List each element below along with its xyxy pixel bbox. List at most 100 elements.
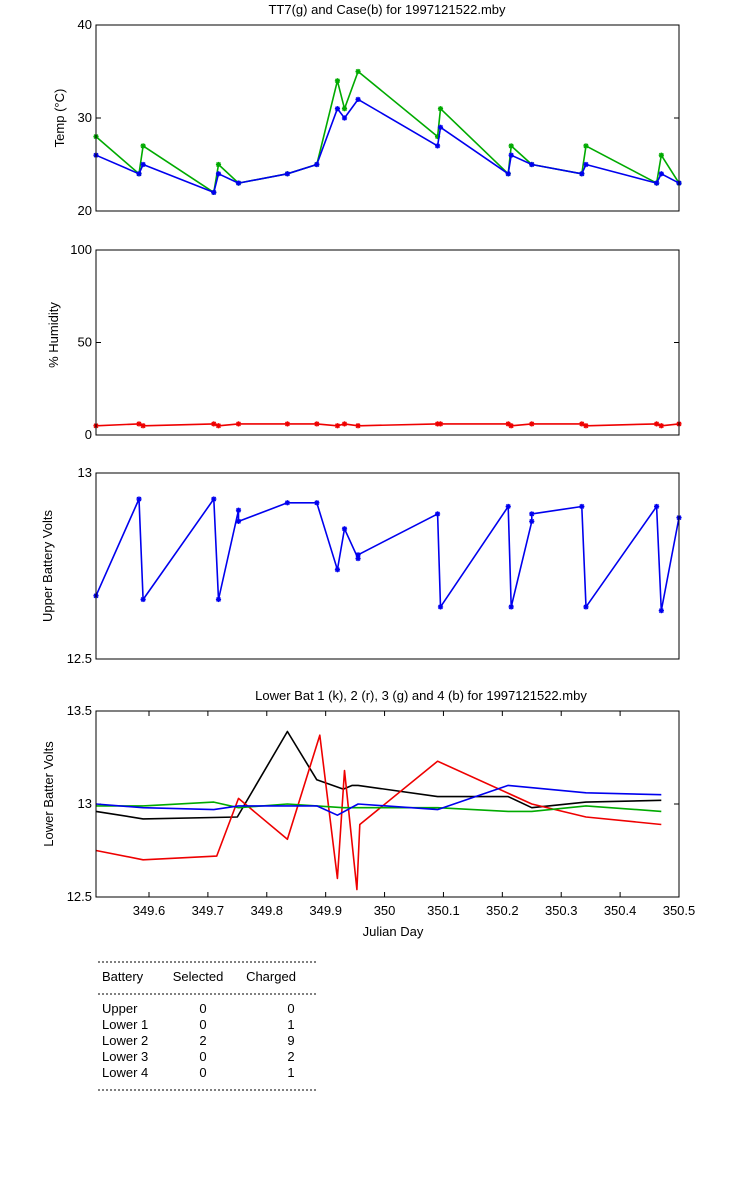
x-tick-label: 349.8 bbox=[251, 903, 284, 918]
table-cell-charged: 9 bbox=[287, 1033, 294, 1048]
data-point-marker bbox=[529, 511, 535, 517]
humidity-ticks: 0 50 100 bbox=[70, 242, 679, 442]
data-point-marker bbox=[355, 96, 361, 102]
data-point-marker bbox=[508, 152, 514, 158]
humidity-plot-frame bbox=[95, 249, 680, 436]
humidity-ylabel: % Humidity bbox=[46, 302, 61, 368]
data-point-marker bbox=[284, 421, 290, 427]
series-line-3 bbox=[95, 784, 662, 817]
data-point-marker bbox=[235, 180, 242, 186]
data-point-marker bbox=[215, 171, 222, 177]
data-point-marker bbox=[583, 423, 589, 429]
data-point-marker bbox=[334, 106, 341, 112]
lower-battery-ticks: 12.5 13 13.5 349.6 349.7 349.8 349.9 350 350.1 35… bbox=[67, 703, 696, 918]
series-line-1 bbox=[95, 98, 680, 194]
table-cell-selected: 0 bbox=[199, 1065, 206, 1080]
data-point-marker bbox=[579, 503, 585, 510]
upper-battery-series bbox=[93, 496, 682, 614]
y-tick-label: 20 bbox=[78, 203, 92, 218]
data-point-marker bbox=[314, 161, 320, 168]
table-cell-battery: Lower 1 bbox=[102, 1017, 148, 1032]
table-cell-charged: 1 bbox=[287, 1065, 294, 1080]
upper-battery-ticks: 12.5 13 bbox=[67, 465, 679, 666]
data-point-marker bbox=[529, 518, 535, 524]
data-point-marker bbox=[334, 423, 341, 429]
data-point-marker bbox=[355, 423, 361, 429]
data-point-marker bbox=[654, 180, 660, 186]
data-point-marker bbox=[341, 526, 348, 532]
humidity-panel: % Humidity 0 50 100 bbox=[46, 242, 682, 442]
y-tick-label: 40 bbox=[78, 17, 92, 32]
data-point-marker bbox=[658, 171, 664, 177]
lower-battery-ylabel: Lower Batter Volts bbox=[41, 741, 56, 847]
data-point-marker bbox=[658, 152, 664, 158]
y-tick-label: 30 bbox=[78, 110, 92, 125]
data-point-marker bbox=[355, 68, 361, 75]
data-point-marker bbox=[136, 171, 142, 177]
data-point-marker bbox=[434, 511, 441, 517]
table-cell-battery: Lower 4 bbox=[102, 1065, 148, 1080]
y-tick-label: 13 bbox=[78, 465, 92, 480]
y-tick-label: 12.5 bbox=[67, 889, 92, 904]
temp-title: TT7(g) and Case(b) for 1997121522.mby bbox=[268, 2, 506, 17]
data-point-marker bbox=[437, 421, 444, 427]
data-point-marker bbox=[140, 423, 146, 429]
table-cell-selected: 0 bbox=[199, 1017, 206, 1032]
data-point-marker bbox=[284, 500, 290, 506]
x-tick-label: 350 bbox=[374, 903, 396, 918]
data-point-marker bbox=[579, 171, 585, 177]
x-tick-label: 350.3 bbox=[545, 903, 578, 918]
data-point-marker bbox=[235, 421, 242, 427]
y-tick-label: 100 bbox=[70, 242, 92, 257]
upper-battery-panel: Upper Battery Volts 12.5 13 bbox=[40, 465, 682, 666]
data-point-marker bbox=[334, 567, 341, 573]
data-point-marker bbox=[583, 161, 589, 168]
data-point-marker bbox=[341, 106, 348, 112]
data-point-marker bbox=[211, 496, 217, 502]
upper-battery-ylabel: Upper Battery Volts bbox=[40, 510, 55, 622]
data-point-marker bbox=[529, 161, 535, 168]
temp-panel: TT7(g) and Case(b) for 1997121522.mby Te… bbox=[52, 2, 682, 218]
data-point-marker bbox=[505, 503, 511, 510]
data-point-marker bbox=[508, 604, 514, 610]
data-point-marker bbox=[658, 423, 664, 429]
data-point-marker bbox=[437, 106, 444, 112]
data-point-marker bbox=[658, 608, 664, 614]
data-point-marker bbox=[434, 143, 441, 149]
data-point-marker bbox=[508, 423, 514, 429]
temp-ticks: 20 30 40 bbox=[78, 17, 679, 218]
table-cell-battery: Lower 2 bbox=[102, 1033, 148, 1048]
data-point-marker bbox=[235, 507, 242, 513]
data-point-marker bbox=[140, 596, 146, 603]
y-tick-label: 50 bbox=[78, 335, 92, 350]
data-point-marker bbox=[583, 604, 589, 610]
data-point-marker bbox=[140, 143, 146, 149]
x-axis-label: Julian Day bbox=[363, 924, 424, 939]
data-point-marker bbox=[314, 421, 320, 427]
data-point-marker bbox=[215, 596, 222, 603]
data-point-marker bbox=[341, 421, 348, 427]
lower-battery-panel: Lower Bat 1 (k), 2 (r), 3 (g) and 4 (b) … bbox=[41, 688, 695, 939]
series-line-0 bbox=[95, 423, 680, 427]
data-point-marker bbox=[437, 124, 444, 130]
data-point-marker bbox=[583, 143, 589, 149]
series-line-0 bbox=[95, 70, 680, 194]
series-line-1 bbox=[95, 734, 662, 891]
temp-plot-frame bbox=[95, 24, 680, 212]
series-line-2 bbox=[96, 801, 662, 813]
data-point-marker bbox=[654, 503, 660, 510]
lower-battery-series bbox=[95, 730, 662, 891]
table-cell-charged: 0 bbox=[287, 1001, 294, 1016]
data-point-marker bbox=[136, 421, 142, 427]
data-point-marker bbox=[235, 518, 242, 524]
data-point-marker bbox=[211, 189, 217, 195]
x-tick-label: 349.9 bbox=[309, 903, 342, 918]
lower-battery-title: Lower Bat 1 (k), 2 (r), 3 (g) and 4 (b) … bbox=[255, 688, 587, 703]
data-point-marker bbox=[211, 421, 217, 427]
y-tick-label: 12.5 bbox=[67, 651, 92, 666]
table-cell-charged: 1 bbox=[287, 1017, 294, 1032]
series-line-0 bbox=[95, 730, 662, 820]
data-point-marker bbox=[437, 604, 444, 610]
